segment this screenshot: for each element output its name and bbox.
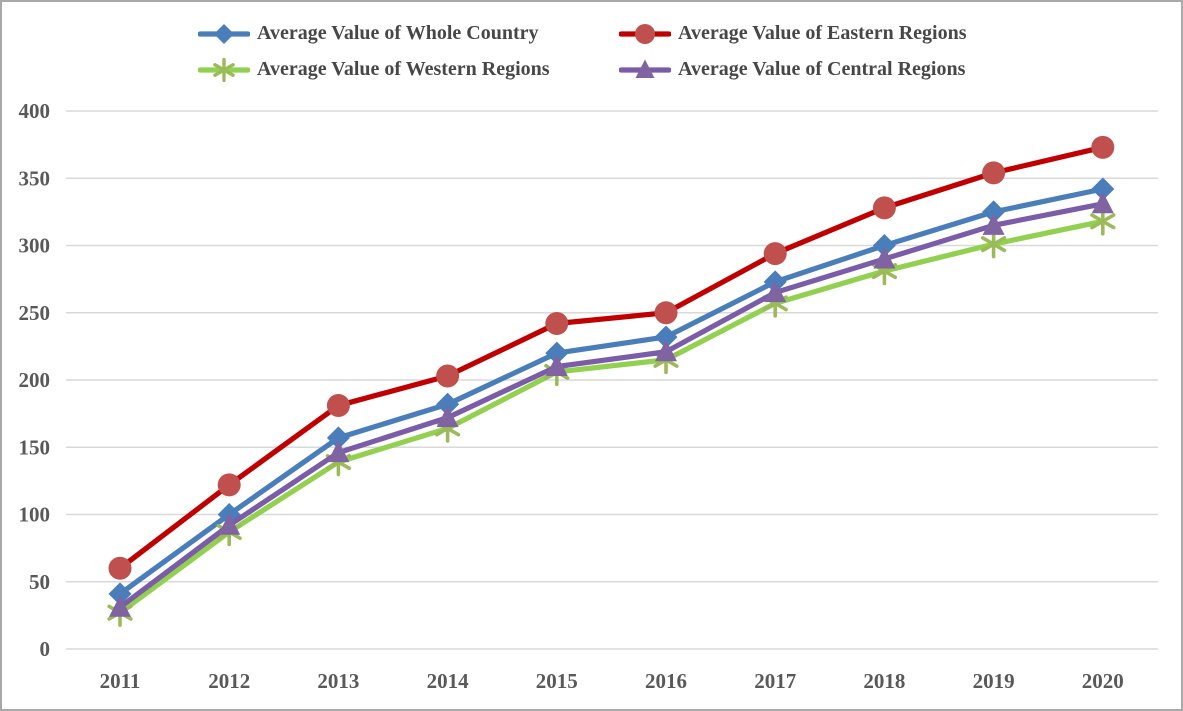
data-point-triangle-marker [655, 339, 677, 362]
data-point-circle-marker [1091, 135, 1115, 159]
legend-label-eastern-regions: Average Value of Eastern Regions [678, 22, 967, 44]
data-point-diamond-marker [326, 426, 350, 450]
series-line-2 [117, 218, 1106, 616]
legend-item-whole-country: Average Value of Whole Country [197, 18, 619, 49]
x-axis-tick-label: 2019 [973, 669, 1015, 693]
legend-item-eastern-regions: Average Value of Eastern Regions [618, 18, 967, 49]
data-point-circle-marker [326, 394, 350, 418]
data-point-diamond-marker [872, 234, 896, 257]
data-point-circle-marker [982, 161, 1006, 185]
series-line-0 [117, 186, 1106, 597]
x-axis-tick-label: 2011 [100, 669, 141, 693]
legend-item-central-regions: Average Value of Central Regions [618, 54, 967, 85]
data-point-triangle-marker [218, 513, 241, 535]
data-point-triangle-marker [873, 246, 896, 269]
data-point-triangle-marker [109, 595, 131, 617]
x-axis-tick-label: 2012 [208, 669, 250, 693]
data-point-diamond-marker [1091, 177, 1115, 201]
data-point-circle-marker [108, 556, 132, 580]
y-axis-tick-label: 350 [19, 166, 51, 190]
data-point-triangle-marker [436, 405, 459, 428]
series-line-3 [117, 201, 1106, 610]
data-point-diamond-marker [436, 392, 460, 416]
x-axis-tick-label: 2013 [317, 669, 359, 693]
x-axis-tick-label: 2015 [536, 669, 578, 693]
x-axis-tick-label: 2017 [754, 669, 796, 693]
data-point-diamond-marker [982, 200, 1006, 224]
x-axis-tick-label: 2018 [863, 669, 905, 693]
legend-triangle-icon [618, 58, 672, 82]
x-axis-tick-label: 2016 [645, 669, 687, 693]
data-point-triangle-marker [327, 440, 350, 463]
y-axis-tick-label: 150 [19, 435, 51, 459]
data-point-diamond-marker [108, 582, 132, 606]
data-point-circle-marker [545, 312, 569, 336]
legend-diamond-icon [197, 22, 251, 46]
legend-asterisk-icon [197, 57, 251, 82]
data-point-diamond-marker [654, 325, 678, 349]
data-point-triangle-marker [764, 280, 787, 303]
legend-label-central-regions: Average Value of Central Regions [678, 58, 966, 80]
y-axis-tick-label: 250 [19, 301, 51, 325]
legend-circle-icon [618, 22, 672, 46]
legend-item-western-regions: Average Value of Western Regions [197, 54, 619, 85]
y-axis-tick-label: 400 [19, 99, 51, 123]
data-point-circle-marker [872, 196, 896, 220]
legend-label-western-regions: Average Value of Western Regions [257, 58, 550, 80]
legend-label-whole-country: Average Value of Whole Country [257, 22, 539, 44]
data-point-triangle-marker [1091, 191, 1114, 214]
data-point-asterisk-marker [1090, 213, 1116, 230]
y-axis-tick-label: 300 [19, 234, 51, 258]
data-point-triangle-marker [982, 213, 1005, 235]
y-axis-tick-label: 200 [19, 368, 51, 392]
series-line-1 [117, 144, 1106, 571]
data-point-circle-marker [763, 242, 787, 266]
chart-legend: Average Value of Whole Country Average V… [197, 18, 967, 85]
y-axis-tick-label: 50 [29, 570, 50, 594]
data-point-circle-marker [217, 473, 241, 497]
x-axis-tick-label: 2020 [1082, 669, 1124, 693]
data-point-diamond-marker [545, 341, 569, 365]
x-axis-tick-label: 2014 [427, 669, 470, 693]
data-point-asterisk-marker [980, 236, 1007, 253]
y-axis-tick-label: 100 [19, 503, 51, 527]
data-point-circle-marker [436, 364, 460, 388]
data-point-triangle-marker [545, 354, 568, 377]
y-axis-tick-label: 0 [40, 637, 51, 661]
data-point-circle-marker [654, 301, 678, 325]
